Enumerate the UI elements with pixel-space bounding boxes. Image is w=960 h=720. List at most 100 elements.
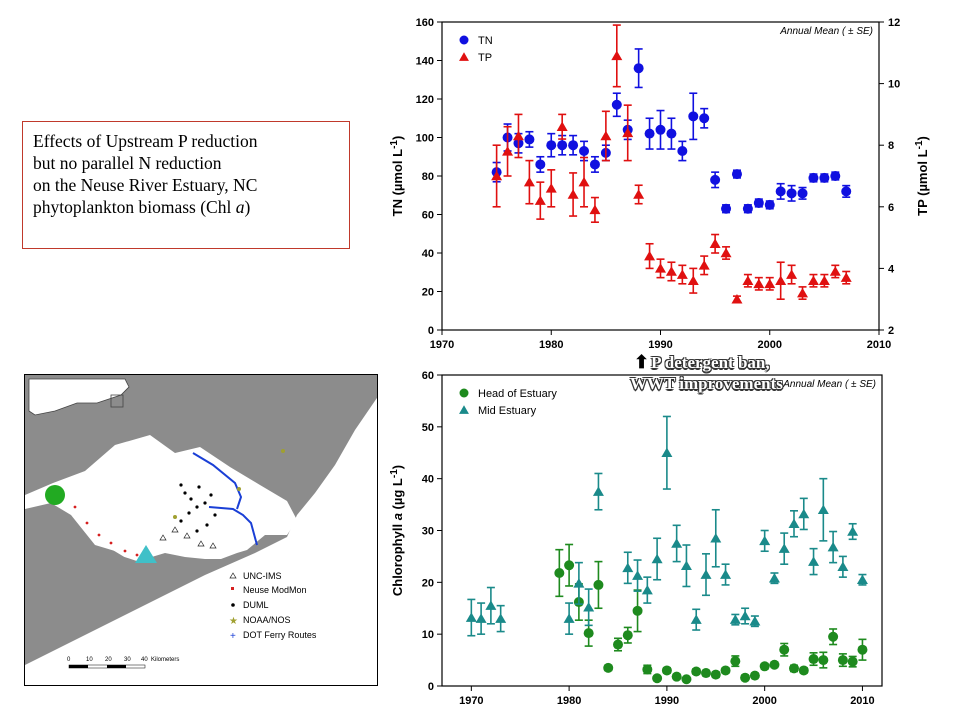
map-legend-modmon: Neuse ModMon (243, 585, 307, 595)
chart0-series0-point-29 (808, 172, 819, 183)
chart1-series0-point-28 (828, 631, 839, 642)
chart1-ytick-label-0: 0 (428, 681, 434, 693)
chart0-ylabel: TN (µmol L-1) (389, 136, 405, 217)
map-noaa-stations (173, 449, 285, 519)
chart0-series0-point-30 (819, 172, 830, 183)
map-legend-unc-ims: UNC-IMS (243, 571, 282, 581)
chart0-series0-point-17 (677, 145, 688, 156)
caption-line-4-text: phytoplankton biomass (Chl (33, 197, 236, 217)
chart0-series1-point-16 (665, 266, 677, 276)
chart0-y2label: TP (µmol L-1) (914, 136, 930, 216)
chart1-series1-point-27 (808, 556, 820, 566)
chart0-series1-point-14 (644, 250, 656, 261)
chart0-series1-point-5 (545, 183, 557, 193)
map-legend-duml: DUML (243, 600, 269, 610)
annotation-line-1: ⬆ P detergent ban, (630, 352, 783, 373)
chart0-series1-point-1 (502, 146, 514, 156)
chart0-series1-point-6 (556, 121, 568, 131)
map-scale-unit: Kilometers (151, 657, 179, 663)
chart1-series0-point-5 (603, 662, 614, 673)
chart0-ytick-label-60: 60 (422, 210, 434, 222)
chart1-series0-point-29 (837, 655, 848, 666)
caption-line-2: but no parallel N reduction (33, 153, 222, 173)
chart1-series1-point-32 (856, 574, 868, 585)
chart1-series1-point-29 (827, 541, 839, 552)
chart0-series0-point-6 (557, 140, 568, 151)
chart0-legend-marker-1 (459, 52, 469, 61)
annotation-line-2: WWT improvements (630, 374, 783, 393)
chart1-series1-point-26 (798, 508, 810, 519)
chart0-series1-point-17 (676, 269, 688, 279)
chart0-series1-point-0 (491, 170, 503, 181)
chart1-series1-point-13 (671, 538, 683, 548)
chart0-ytick-label-20: 20 (422, 287, 434, 299)
chart0-series0-point-16 (666, 128, 677, 139)
chart1-ytick-label-20: 20 (422, 577, 434, 589)
chart0-y2tick-label-4: 4 (888, 263, 895, 275)
chart1-series0-point-4 (593, 579, 604, 590)
chart1-series1-point-25 (788, 518, 800, 529)
chart1-series0-point-27 (818, 655, 829, 666)
map-ocean (25, 397, 377, 685)
chart0-note: Annual Mean ( ± SE) (779, 26, 873, 37)
chart0-series1-point-12 (622, 127, 634, 138)
chart1-ytick-label-60: 60 (422, 370, 434, 382)
chart0-ytick-label-80: 80 (422, 171, 434, 183)
chart0-ytick-label-140: 140 (416, 56, 434, 68)
chart0-series1-point-22 (731, 293, 743, 304)
chart1-series0-point-18 (730, 656, 741, 667)
map-ferry-route (192, 452, 243, 510)
chart0-series1-point-20 (709, 238, 721, 249)
chart0-xtick-label-1990: 1990 (648, 339, 672, 351)
chart1-series1-point-20 (739, 610, 751, 621)
chart0-legend-marker-0 (459, 35, 469, 45)
map-river (53, 483, 144, 563)
chart0-series1-point-31 (829, 266, 841, 276)
chart0-series1-point-26 (775, 275, 787, 285)
chart0-legend-label-1: TP (478, 52, 492, 64)
chart1-series1-point-17 (710, 533, 722, 543)
chart1-series0-point-9 (642, 664, 653, 675)
chart0-series0-point-11 (611, 99, 622, 110)
caption-close-paren: ) (244, 197, 251, 217)
chart0-series1-point-11 (611, 50, 623, 61)
chart0-series1-point-8 (578, 176, 590, 187)
chart0-xtick-label-2010: 2010 (867, 339, 891, 351)
chart0-ytick-label-120: 120 (416, 94, 434, 106)
chart0-series0-point-13 (633, 63, 644, 74)
chart1-series0-point-16 (710, 669, 721, 680)
map-drawing: UNC-IMS Neuse ModMon DUML ★ NOAA/NOS + D… (25, 378, 377, 685)
chart1-legend-marker-0 (459, 388, 469, 398)
map-scale-0: 0 (67, 657, 71, 663)
chart1-series0-point-14 (691, 666, 702, 677)
chart1-series0-point-0 (554, 568, 565, 579)
chart1-xtick-label-2010: 2010 (850, 695, 874, 707)
chart0-series0-point-18 (688, 111, 699, 122)
chart1-series1-point-28 (817, 504, 829, 515)
chart0-series0-point-5 (546, 140, 557, 151)
chart0-series1-point-2 (512, 130, 524, 141)
map-modmon-stations (73, 505, 139, 557)
chart0-series1-point-7 (567, 189, 579, 199)
map-scale-40: 40 (141, 657, 148, 663)
chart0-series0-point-31 (830, 171, 841, 181)
chart1-series1-point-9 (632, 570, 644, 580)
map-scale-20: 20 (105, 657, 112, 663)
chart1-series1-point-31 (847, 526, 859, 536)
chart1-ytick-label-30: 30 (422, 526, 434, 538)
chart0-series0-point-15 (655, 124, 666, 135)
chart0-series0-point-4 (535, 159, 546, 170)
chart0-y2tick-label-8: 8 (888, 140, 894, 152)
up-arrow-icon: ⬆ (634, 352, 650, 372)
chart1-series0-point-19 (740, 672, 751, 683)
map-unc-ims-stations (159, 526, 217, 549)
chart0-series0-point-26 (775, 186, 786, 197)
chart1-series1-point-12 (661, 447, 673, 458)
chart0-series0-point-14 (644, 128, 655, 139)
chart0-series0-point-3 (524, 134, 535, 145)
chart1-series0-point-3 (583, 628, 594, 639)
chart1-series1-point-23 (768, 572, 780, 583)
chart1-series1-point-5 (573, 578, 585, 588)
chart1-series0-point-17 (720, 665, 731, 676)
chart1-series1-point-3 (495, 613, 507, 623)
